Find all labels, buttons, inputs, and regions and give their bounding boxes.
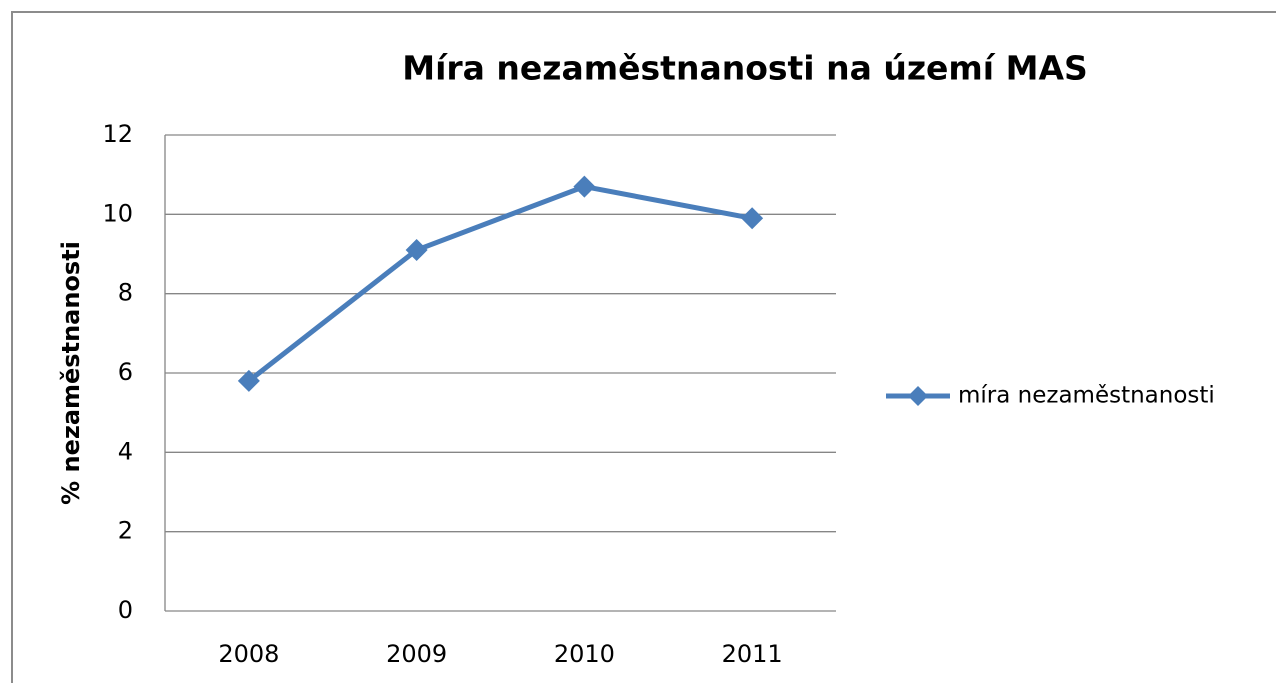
y-axis-label: % nezaměstnanosti bbox=[57, 241, 85, 505]
x-tick-label: 2008 bbox=[218, 640, 279, 668]
y-tick-label: 6 bbox=[118, 358, 133, 386]
marker bbox=[237, 369, 260, 392]
legend-marker bbox=[908, 386, 928, 406]
marker bbox=[573, 175, 596, 198]
x-tick-label: 2009 bbox=[386, 640, 447, 668]
y-tick-label: 10 bbox=[102, 199, 133, 227]
chart-frame bbox=[11, 11, 1276, 683]
y-tick-label: 0 bbox=[118, 596, 133, 624]
y-tick-label: 4 bbox=[118, 437, 133, 465]
chart-title: Míra nezaměstnanosti na území MAS bbox=[402, 49, 1088, 88]
marker bbox=[405, 239, 428, 262]
series-line bbox=[247, 184, 753, 383]
legend-label: míra nezaměstnanosti bbox=[958, 383, 1215, 409]
y-tick-label: 12 bbox=[102, 120, 133, 148]
marker bbox=[741, 207, 764, 230]
y-tick-label: 2 bbox=[118, 517, 133, 545]
x-tick-label: 2010 bbox=[554, 640, 615, 668]
x-tick-label: 2011 bbox=[722, 640, 783, 668]
y-tick-label: 8 bbox=[118, 279, 133, 307]
